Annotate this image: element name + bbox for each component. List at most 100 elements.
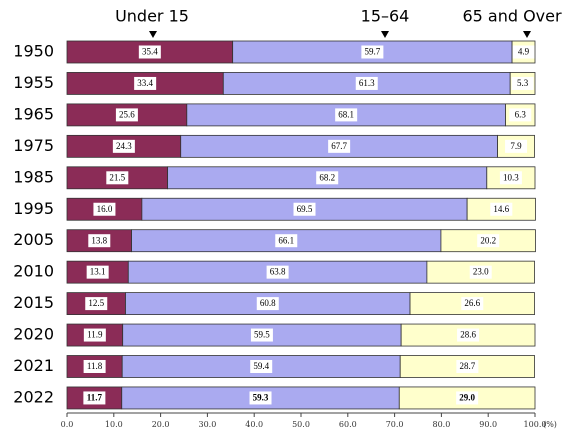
data-label-box <box>112 139 135 153</box>
data-label-box <box>477 234 500 248</box>
data-label-box <box>316 171 339 185</box>
data-label: 11.9 <box>87 330 103 340</box>
data-label: 28.7 <box>459 361 475 371</box>
data-label-box <box>256 297 279 311</box>
data-label: 68.2 <box>319 172 335 182</box>
data-label-box <box>85 297 108 311</box>
data-label: 59.5 <box>254 330 270 340</box>
y-tick-label: 1955 <box>13 73 54 92</box>
y-tick-label: 2022 <box>13 387 54 406</box>
data-label-box <box>511 76 534 90</box>
data-label-box <box>134 76 157 90</box>
data-label: 16.0 <box>97 204 113 214</box>
legend-label: Under 15 <box>115 7 189 26</box>
y-tick-label: 2021 <box>13 356 54 375</box>
data-label: 13.8 <box>91 235 107 245</box>
data-label: 11.7 <box>87 393 103 403</box>
data-label: 67.7 <box>331 141 347 151</box>
data-label: 29.0 <box>459 393 475 403</box>
data-label-box <box>499 171 522 185</box>
x-tick-label: 20.0 <box>152 420 170 429</box>
data-label-box <box>83 391 106 405</box>
data-label-box <box>328 139 351 153</box>
data-label-box <box>83 328 106 342</box>
data-label-box <box>469 265 492 279</box>
data-label-box <box>249 391 272 405</box>
data-label: 59.3 <box>253 393 269 403</box>
data-label: 69.5 <box>297 204 313 214</box>
data-label-box <box>505 139 528 153</box>
data-label: 59.4 <box>253 361 269 371</box>
data-label-box <box>88 234 111 248</box>
legend-marker <box>149 31 157 38</box>
data-label-box <box>509 108 532 122</box>
data-label: 4.9 <box>518 47 530 57</box>
data-label: 24.3 <box>116 141 132 151</box>
y-tick-label: 2010 <box>13 262 54 281</box>
y-tick-label: 1965 <box>13 104 54 123</box>
data-label: 10.3 <box>503 172 519 182</box>
y-tick-label: 1995 <box>13 199 54 218</box>
data-label: 25.6 <box>119 109 135 119</box>
y-tick-label: 1950 <box>13 42 54 61</box>
y-tick-label: 2015 <box>13 293 54 312</box>
x-tick-label: 0.0 <box>61 420 74 429</box>
data-label: 5.3 <box>517 78 529 88</box>
data-label-box <box>512 45 535 59</box>
data-label: 7.9 <box>510 141 522 151</box>
data-label: 61.3 <box>359 78 375 88</box>
legend-label: 65 and Over <box>462 7 562 26</box>
legend-label: 15–64 <box>361 7 410 26</box>
data-label: 26.6 <box>464 298 480 308</box>
data-label: 6.3 <box>515 109 527 119</box>
data-label-box <box>138 45 161 59</box>
x-tick-label: 30.0 <box>198 420 216 429</box>
x-tick-label: 50.0 <box>292 420 310 429</box>
data-label-box <box>361 45 384 59</box>
legend-marker <box>381 31 389 38</box>
data-label: 23.0 <box>473 267 489 277</box>
data-label: 60.8 <box>260 298 276 308</box>
x-tick-label: 70.0 <box>386 420 404 429</box>
data-label: 63.8 <box>270 267 286 277</box>
data-label: 68.1 <box>338 109 354 119</box>
data-label: 14.6 <box>493 204 509 214</box>
data-label-box <box>115 108 138 122</box>
data-label-box <box>83 360 106 373</box>
x-tick-label: 10.0 <box>105 420 123 429</box>
data-label: 33.4 <box>137 78 153 88</box>
data-label: 28.6 <box>460 330 476 340</box>
data-label: 21.5 <box>109 172 125 182</box>
legend-marker <box>523 31 531 38</box>
y-tick-label: 2020 <box>13 325 54 344</box>
x-tick-label: 90.0 <box>479 420 497 429</box>
data-label: 20.2 <box>480 235 496 245</box>
data-label: 13.1 <box>90 267 106 277</box>
x-tick-label: 40.0 <box>245 420 263 429</box>
data-label-box <box>457 328 480 342</box>
data-label-box <box>93 202 116 216</box>
data-label: 12.5 <box>88 298 104 308</box>
data-label-box <box>266 265 289 279</box>
x-tick-label: 100.0 <box>524 420 547 429</box>
data-label: 35.4 <box>142 47 158 57</box>
y-tick-label: 1985 <box>13 167 54 186</box>
x-tick-label: 60.0 <box>339 420 357 429</box>
data-label-box <box>490 202 513 216</box>
data-label: 59.7 <box>364 47 380 57</box>
data-label-box <box>250 360 273 373</box>
data-label-box <box>275 234 298 248</box>
y-tick-label: 1975 <box>13 136 54 155</box>
data-label-box <box>293 202 316 216</box>
data-label-box <box>461 297 484 311</box>
data-label-box <box>106 171 129 185</box>
y-tick-label: 2005 <box>13 230 54 249</box>
data-label-box <box>250 328 273 342</box>
x-axis-label: (%) <box>543 420 557 429</box>
data-label: 66.1 <box>278 235 294 245</box>
data-label-box <box>456 360 479 373</box>
data-label-box <box>335 108 358 122</box>
data-label-box <box>456 391 479 405</box>
data-label: 11.8 <box>87 361 103 371</box>
